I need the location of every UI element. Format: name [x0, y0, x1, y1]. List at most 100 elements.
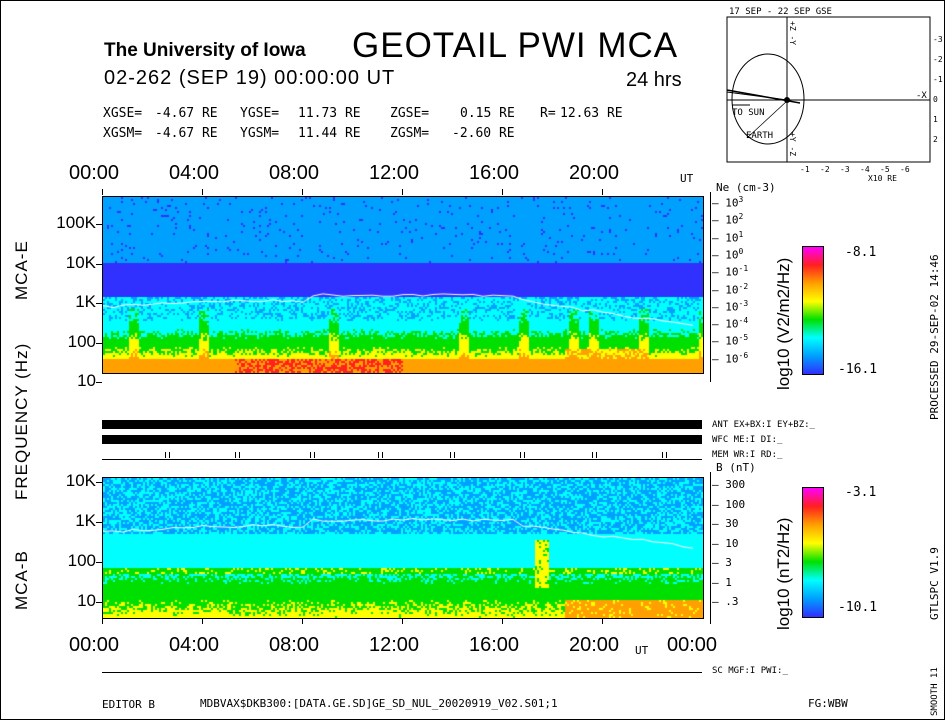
gsm-x: -4.67 RE — [155, 126, 218, 141]
time-tick — [402, 618, 403, 624]
gsm-y: 11.44 RE — [298, 126, 361, 141]
orbit-x-tick: -5 — [880, 165, 890, 174]
frequency-axis-title: FREQUENCY (Hz) — [12, 342, 31, 500]
orbit-title: 17 SEP - 22 SEP GSE — [729, 7, 832, 17]
time-tick — [302, 189, 303, 195]
y-tick-label: 1K — [75, 292, 96, 311]
processed-label: PROCESSED 29-SEP-02 14:46 — [928, 254, 941, 420]
b-tick-label: – 10 — [712, 536, 739, 550]
orbit-x-tick: -6 — [900, 165, 910, 174]
mem-status: MEM WR:I RD:_ — [712, 450, 783, 460]
ne-tick-label: – 101 — [712, 229, 744, 245]
mca-e-spectrogram — [102, 196, 704, 374]
duration: 24 hrs — [626, 69, 682, 91]
time-tick — [602, 618, 603, 624]
version-label: GTLSPC V1.9 — [928, 547, 941, 620]
orbit-y-tick: 2 — [933, 135, 938, 144]
earth-label: EARTH — [746, 131, 773, 141]
to-sun-label: TO SUN — [732, 108, 765, 118]
mca-e-colorbar-max: -8.1 — [845, 245, 877, 260]
y-tick — [96, 263, 102, 265]
y-tick-label: 1K — [75, 511, 96, 530]
gse-x-label: XGSE= — [103, 106, 143, 121]
y-tick-label: 10 — [77, 591, 96, 610]
gsm-x-label: XGSM= — [103, 126, 143, 141]
ne-tick-label: – 10-6 — [712, 350, 749, 366]
ne-tick-label: – 100 — [712, 246, 744, 262]
orbit-y-tick: -3 — [933, 35, 943, 44]
y-tick — [96, 602, 102, 603]
orbit-x-tick: -2 — [820, 165, 830, 174]
sc-status-line — [102, 672, 702, 673]
time-tick-label: 20:00 — [569, 162, 620, 184]
time-tick-label: 04:00 — [169, 634, 220, 656]
time-tick — [502, 618, 503, 624]
mem-tick — [378, 452, 383, 458]
b-tick-label: – 100 — [712, 497, 746, 511]
smooth-label: SMOOTH 11 — [930, 667, 940, 716]
time-tick — [102, 189, 103, 195]
ne-tick-label: – 10-4 — [712, 316, 749, 331]
time-tick — [102, 618, 103, 624]
mca-e-label: MCA-E — [12, 240, 31, 300]
time-tick — [602, 189, 603, 195]
y-tick-label: 10K — [65, 471, 96, 490]
orbit-plot: TO SUN EARTH 17 SEP - 22 SEP GSE -X +Z -… — [726, 7, 943, 183]
mca-e-colorbar-label: log10 (V2/m2/Hz) — [774, 257, 793, 390]
gse-r-label: R= — [540, 106, 556, 121]
b-tick-label: – 30 — [712, 517, 739, 530]
time-unit: UT — [635, 644, 649, 657]
mca-b-colorbar-min: -10.1 — [838, 600, 878, 615]
y-tick-label: 10K — [65, 252, 96, 272]
y-tick-label: 100 — [67, 331, 96, 351]
time-tick-label: 12:00 — [369, 162, 420, 184]
date-line: 02-262 (SEP 19) 00:00:00 UT — [104, 67, 396, 89]
gse-z: 0.15 RE — [460, 106, 515, 121]
ne-tick-label: – 103 — [712, 195, 744, 210]
time-unit: UT — [680, 172, 694, 185]
ne-axis-label: Ne (cm-3) — [716, 181, 776, 194]
wfc-status-bar — [102, 435, 702, 444]
axis-minus-x: -X — [916, 91, 927, 101]
mca-b-spectrogram — [102, 477, 704, 619]
mem-tick — [235, 452, 240, 458]
time-tick-label: 16:00 — [469, 162, 520, 184]
sc-status: SC MGF:I PWI:_ — [712, 666, 788, 676]
mca-b-label: MCA-B — [12, 550, 31, 610]
mca-e-colorbar — [802, 246, 824, 375]
mem-status-line — [102, 459, 702, 460]
antenna-status-bar — [102, 420, 702, 429]
x-unit: X10 RE — [868, 174, 897, 183]
time-tick-label: 00:00 — [69, 634, 120, 656]
axis-top-label: +Z -Y — [788, 21, 797, 45]
time-tick-label-end: 00:00 — [667, 634, 718, 656]
time-tick-label: 16:00 — [469, 634, 520, 656]
orbit-x-tick: -3 — [840, 165, 850, 174]
ne-axis-line — [710, 192, 711, 382]
ne-tick-label: – 10-2 — [712, 281, 749, 297]
y-tick — [96, 482, 102, 483]
b-tick-label: – 1 — [712, 575, 732, 589]
mem-tick — [165, 452, 170, 458]
time-tick — [402, 189, 403, 195]
time-tick — [202, 189, 203, 195]
y-tick — [96, 562, 102, 563]
ne-tick-label: – 10-5 — [712, 333, 749, 349]
gsm-y-label: YGSM= — [240, 126, 280, 141]
gse-r: 12.63 RE — [560, 106, 623, 121]
gse-z-label: ZGSE= — [390, 106, 430, 121]
time-tick-label: 00:00 — [69, 162, 120, 184]
ne-tick-label: – 10-1 — [712, 264, 749, 279]
axis-bottom-label: +Y -Z — [788, 132, 797, 156]
y-tick-label: 10 — [77, 371, 96, 390]
b-tick-label: – .3 — [712, 595, 739, 608]
mca-b-colorbar-label: log10 (nT2/Hz) — [774, 517, 793, 630]
y-tick-label: 100K — [56, 213, 96, 232]
file-path: MDBVAX$DKB300:[DATA.GE.SD]GE_SD_NUL_2002… — [200, 697, 558, 710]
fg-label: FG:WBW — [808, 697, 848, 710]
orbit-y-tick: 0 — [933, 95, 938, 104]
time-tick — [302, 618, 303, 624]
gse-y: 11.73 RE — [298, 106, 361, 121]
b-tick-label: – 3 — [712, 556, 732, 569]
time-tick-label: 08:00 — [269, 634, 320, 656]
